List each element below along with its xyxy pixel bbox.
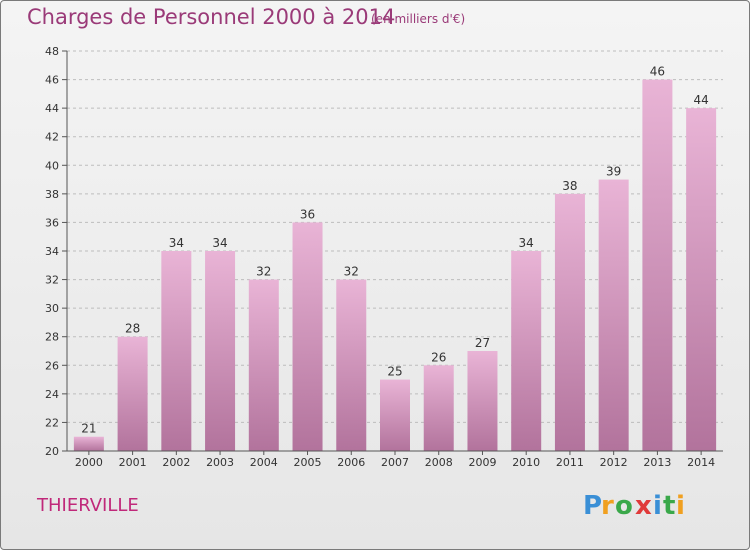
bar [117,336,148,451]
x-tick-label: 2002 [162,456,190,469]
y-tick-label: 38 [45,188,59,201]
y-tick-label: 28 [45,331,59,344]
x-tick-label: 2013 [643,456,671,469]
data-label: 25 [387,365,402,379]
svg-text:t: t [663,491,675,521]
x-tick-label: 2010 [512,456,540,469]
data-label: 21 [81,422,96,436]
bar [73,436,104,451]
y-tick-label: 36 [45,216,59,229]
bar [511,251,542,451]
axes: 20 22 24 26 28 30 32 34 36 38 40 42 44 46 48 2000 2001 20… [45,45,723,469]
data-label: 34 [519,236,534,250]
data-label: 32 [344,265,359,279]
data-label: 38 [562,179,577,193]
y-tick-label: 34 [45,245,59,258]
y-tick-label: 48 [45,45,59,58]
svg-text:P: P [583,491,602,521]
svg-text:i: i [653,491,662,521]
x-tick-label: 2007 [381,456,409,469]
svg-text:r: r [601,491,614,521]
chart-title: Charges de Personnel 2000 à 2014 [27,5,396,29]
svg-text:i: i [676,491,685,521]
chart-subtitle: (en milliers d'€) [371,12,466,26]
y-tick-label: 40 [45,159,59,172]
x-tick-label: 2001 [119,456,147,469]
data-label: 28 [125,322,140,336]
bar [423,365,454,451]
bar [686,108,717,452]
data-label: 26 [431,350,446,364]
bar [598,179,629,452]
x-tick-label: 2014 [687,456,715,469]
bar [642,79,673,452]
data-label: 27 [475,336,490,350]
bar [248,279,279,451]
bar [292,222,323,451]
y-tick-label: 26 [45,359,59,372]
x-tick-label: 2008 [425,456,453,469]
data-label: 34 [169,236,184,250]
x-tick-label: 2006 [337,456,365,469]
data-label: 44 [693,93,708,107]
x-tick-label: 2000 [75,456,103,469]
svg-text:o: o [615,491,633,521]
data-label: 32 [256,265,271,279]
data-label: 34 [212,236,227,250]
y-tick-label: 44 [45,102,59,115]
proxiti-logo: P r o x i t i [583,491,685,521]
data-label: 39 [606,165,621,179]
svg-text:x: x [635,491,652,521]
y-tick-label: 30 [45,302,59,315]
x-tick-label: 2009 [468,456,496,469]
y-tick-label: 42 [45,131,59,144]
y-tick-label: 46 [45,74,59,87]
x-tick-label: 2012 [600,456,628,469]
bar [554,193,585,451]
data-label: 36 [300,207,315,221]
bar [336,279,367,451]
y-tick-label: 22 [45,416,59,429]
x-tick-label: 2003 [206,456,234,469]
commune-name: THIERVILLE [37,495,139,516]
bar [380,379,410,451]
data-labels: 21 28 34 34 32 36 32 25 26 27 34 38 39 46 44 [81,65,709,436]
x-tick-label: 2004 [250,456,278,469]
y-tick-label: 20 [45,445,59,458]
y-tick-label: 24 [45,388,59,401]
y-tick-label: 32 [45,274,59,287]
bar-series [73,79,717,452]
x-tick-label: 2011 [556,456,584,469]
bar [205,251,236,451]
x-tick-label: 2005 [294,456,322,469]
bar [161,251,192,451]
bar [467,351,498,451]
data-label: 46 [650,65,665,79]
